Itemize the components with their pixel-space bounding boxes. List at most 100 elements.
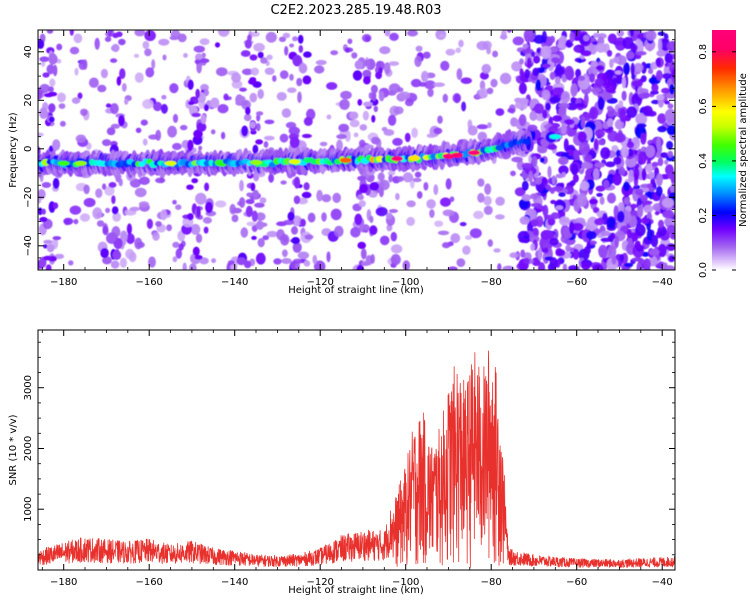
spectrogram-speckle xyxy=(510,170,516,177)
spectrogram-noise xyxy=(635,113,648,126)
spectrogram-speckle xyxy=(411,127,418,138)
spectrogram-speckle xyxy=(384,30,391,37)
spectrogram-speckle xyxy=(39,216,48,223)
spectrogram-speckle xyxy=(499,72,512,85)
spectrogram-speckle xyxy=(495,108,505,116)
spectrogram-speckle xyxy=(364,59,370,67)
spectrogram-speckle xyxy=(303,51,312,58)
x-tick-label: −160 xyxy=(135,577,162,588)
spectrogram-noise xyxy=(666,125,675,136)
spectrogram-speckle xyxy=(278,36,287,42)
spectrogram-noise xyxy=(581,162,593,169)
spectrogram-speckle xyxy=(239,87,247,92)
spectrogram-noise xyxy=(655,58,661,67)
spectrogram-noise xyxy=(584,154,593,163)
y-tick-label: 20 xyxy=(23,94,34,107)
spectrogram-speckle xyxy=(134,187,147,198)
spectrogram-noise xyxy=(530,193,539,200)
spectrogram-noise xyxy=(666,224,675,235)
spectrogram-noise xyxy=(600,147,611,160)
spectrogram-noise xyxy=(580,50,592,57)
spectrogram-speckle xyxy=(397,176,404,182)
spectrogram-noise xyxy=(589,198,598,205)
spectrogram-speckle xyxy=(501,30,507,40)
spectrogram-noise xyxy=(614,119,624,130)
spectrogram-noise xyxy=(578,75,586,81)
snr-panel: −180 −160 −140 −120 −100 −80 −60 −40 1000 2000 30… xyxy=(8,329,676,596)
spectrogram-noise xyxy=(589,149,595,155)
spectrogram-noise xyxy=(664,100,670,105)
spectrogram-speckle xyxy=(105,207,111,214)
spectrogram-noise xyxy=(586,231,597,240)
spectrogram-noise xyxy=(518,198,530,209)
spectrogram-speckle xyxy=(172,113,179,123)
spectrogram-noise xyxy=(624,262,634,268)
spectrogram-noise xyxy=(576,30,581,38)
spectrogram-speckle xyxy=(511,156,523,163)
spectrogram-noise xyxy=(627,148,634,157)
spectrogram-noise xyxy=(607,192,616,204)
spectrogram-noise xyxy=(661,87,670,94)
spectrogram-noise xyxy=(640,132,647,145)
spectrogram-noise xyxy=(598,244,608,258)
spectrogram-speckle xyxy=(255,139,263,145)
spectrogram-noise xyxy=(572,248,580,260)
spectrogram-speckle xyxy=(389,32,399,42)
spectrogram-noise xyxy=(603,179,610,189)
spectrogram-speckle xyxy=(292,55,303,67)
spectrogram-speckle xyxy=(321,194,332,203)
spectrogram-speckle xyxy=(307,212,316,223)
spectrogram-noise xyxy=(655,70,663,81)
spectrogram-speckle xyxy=(124,98,129,105)
snr-y-label: SNR (10 * v/v) xyxy=(8,414,19,485)
spectrogram-speckle xyxy=(390,244,403,254)
spectrogram-speckle xyxy=(395,193,400,201)
spectrogram-speckle xyxy=(456,258,466,267)
spectrogram-speckle xyxy=(69,30,74,36)
spectrogram-noise xyxy=(568,265,578,270)
spectrogram-noise xyxy=(518,82,527,95)
spectrogram-speckle xyxy=(39,83,51,94)
spectrogram-speckle xyxy=(407,30,418,37)
spectrogram-noise xyxy=(650,234,659,248)
band-hotspot xyxy=(468,150,481,156)
spectrogram-speckle xyxy=(68,260,74,266)
spectrogram-speckle xyxy=(145,67,155,78)
spectrogram-noise xyxy=(561,91,571,104)
spectrogram-speckle xyxy=(100,247,109,259)
spectrogram-speckle xyxy=(349,119,360,128)
spectrogram-speckle xyxy=(111,232,117,242)
spectrogram-noise xyxy=(572,174,579,183)
spectrogram-speckle xyxy=(160,209,168,221)
spectrogram-noise xyxy=(643,258,651,270)
spectrogram-noise xyxy=(657,113,667,124)
spectrogram-noise xyxy=(645,145,656,158)
spectrogram-speckle xyxy=(142,138,148,146)
spectrogram-speckle xyxy=(378,67,383,75)
spectrogram-x-label: Height of straight line (km) xyxy=(288,285,424,296)
spectrogram-noise xyxy=(648,68,654,75)
spectrogram-speckle xyxy=(110,123,120,129)
spectrogram-noise xyxy=(577,131,587,143)
spectrogram-speckle xyxy=(347,38,353,45)
spectrogram-speckle xyxy=(386,224,393,232)
spectrogram-noise xyxy=(607,245,617,259)
spectrogram-speckle xyxy=(284,46,289,56)
spectrogram-speckle xyxy=(504,267,509,270)
spectrogram-speckle xyxy=(383,62,391,75)
spectrogram-speckle xyxy=(357,194,364,201)
spectrogram-noise xyxy=(600,230,611,237)
spectrogram-speckle xyxy=(370,84,378,94)
spectrogram-speckle xyxy=(352,70,363,81)
spectrogram-noise xyxy=(620,145,629,158)
spectrogram-speckle xyxy=(316,189,323,202)
spectrogram-speckle xyxy=(283,219,295,225)
spectrogram-speckle xyxy=(340,90,352,100)
spectrogram-speckle xyxy=(255,111,264,116)
spectrogram-speckle xyxy=(330,50,339,56)
spectrogram-speckle xyxy=(227,260,235,265)
spectrogram-speckle xyxy=(43,255,53,261)
spectrogram-noise xyxy=(645,30,657,41)
spectrogram-speckle xyxy=(326,251,331,263)
spectrogram-speckle xyxy=(179,124,188,131)
